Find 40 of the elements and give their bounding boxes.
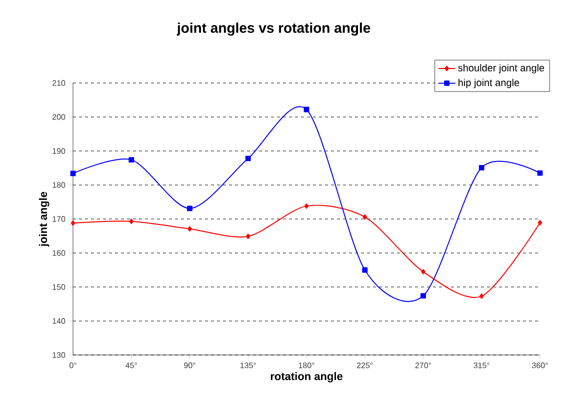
point	[362, 267, 368, 273]
x-tick-label: 45°	[126, 362, 137, 368]
y-tick-label: 170	[52, 216, 66, 222]
x-tick-label: 90°	[184, 362, 196, 368]
point	[245, 156, 251, 162]
legend-label: shoulder joint angle	[458, 64, 544, 74]
point	[478, 164, 484, 170]
y-tick-label: 130	[52, 352, 66, 358]
point	[187, 206, 192, 212]
x-tick-label: 225°	[357, 362, 373, 368]
y-tick-label: 150	[52, 284, 66, 290]
x-tick-label: 135°	[240, 362, 256, 368]
x-axis-title: rotation angle	[270, 372, 342, 382]
y-tick-label: 210	[52, 80, 66, 86]
legend-label: hip joint angle	[458, 78, 520, 88]
point	[362, 214, 368, 220]
point	[538, 220, 542, 226]
point	[420, 293, 426, 299]
x-tick-label: 180°	[298, 362, 314, 368]
y-axis-title: joint angle	[38, 192, 50, 247]
y-tick-label: 190	[52, 148, 66, 154]
point	[70, 170, 76, 176]
x-tick-label: 360°	[532, 362, 548, 368]
point	[129, 218, 134, 224]
x-tick-label: 270°	[415, 362, 432, 368]
point	[537, 170, 543, 176]
y-tick-label: 200	[52, 114, 66, 120]
point	[421, 268, 426, 274]
point	[479, 293, 484, 299]
point	[304, 203, 309, 209]
point	[246, 234, 250, 240]
point	[188, 226, 192, 232]
x-tick-label: 315°	[474, 362, 490, 368]
y-tick-label: 160	[52, 250, 66, 256]
x-tick-label: 0°	[69, 362, 76, 368]
chart-title: joint angles vs rotation angle	[176, 22, 370, 36]
y-tick-label: 180	[52, 182, 66, 188]
point	[128, 157, 134, 163]
y-tick-label: 140	[52, 318, 66, 324]
point	[70, 220, 76, 226]
